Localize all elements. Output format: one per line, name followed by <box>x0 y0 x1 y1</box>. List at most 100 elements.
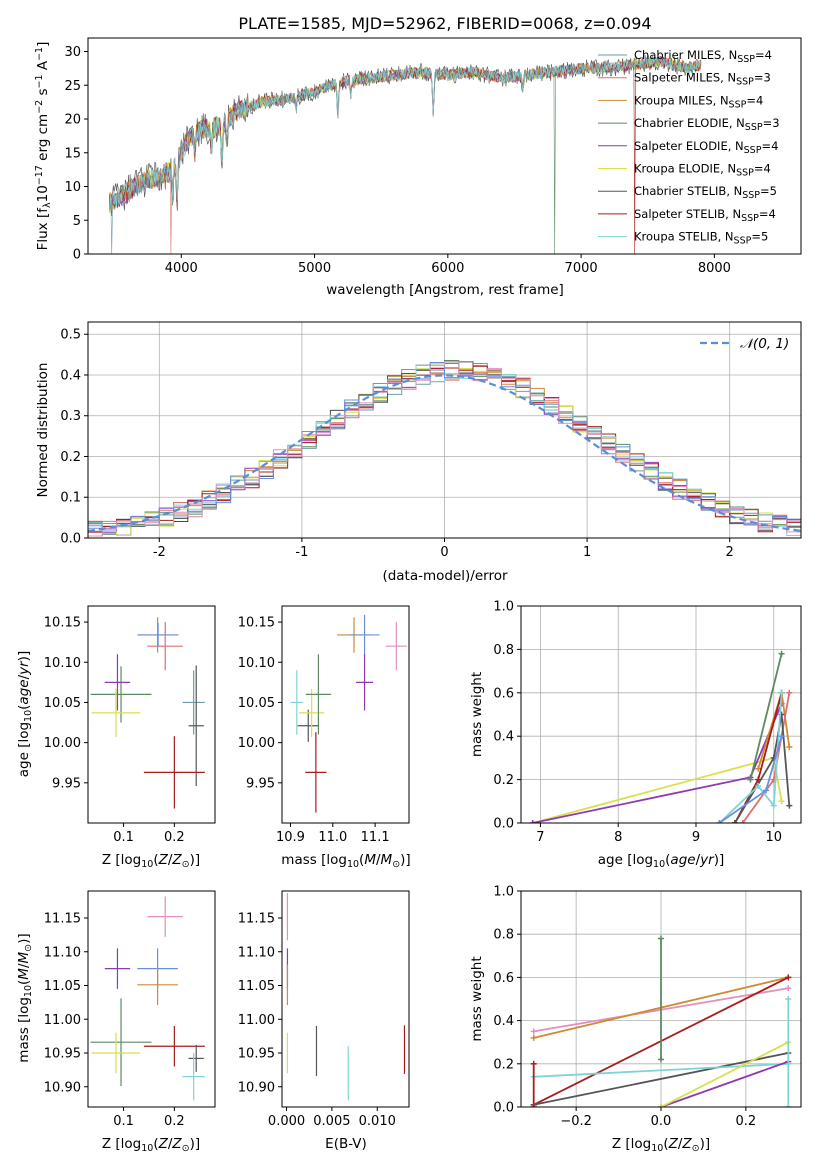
spectrum-panel-xtick-label: 6000 <box>431 261 464 276</box>
legend-entry-part: SSP <box>741 213 759 224</box>
mass-z-ylabel: mass [log10(M/M⊙)] <box>16 933 34 1062</box>
spectrum-panel-frame <box>87 37 802 255</box>
legend-entry: Salpeter ELODIE, NSSP=4 <box>634 139 778 156</box>
spectrum-panel-ytick-label: 25 <box>64 79 81 94</box>
residuals-panel-ytick-label: 0.0 <box>60 532 81 547</box>
mass-z-ylabel-part: ( <box>16 980 32 985</box>
legend-entry-part: Kroupa MILES, N <box>634 93 729 107</box>
legend-entry: Chabrier ELODIE, NSSP=3 <box>634 116 780 133</box>
mass-z-ylabel-part: )] <box>16 933 32 944</box>
age-z-ylabel-part: )] <box>16 651 32 662</box>
mass-z-ylabel-part: 10 <box>23 985 34 997</box>
age-z-ylabel-part: ( <box>16 705 32 710</box>
weight-z-panel-plot-area <box>521 891 801 1107</box>
mass-z-panel-ytick-label: 11.10 <box>44 945 81 960</box>
weight-z-panel-xtick-label: −0.2 <box>560 1114 592 1129</box>
legend-entry-part: SSP <box>736 77 754 88</box>
weight-age-panel-ytick-label: 0.4 <box>493 730 514 745</box>
mass-ebv-panel-frame <box>281 890 410 1108</box>
mass-z-panel: 0.1 0.2 10.90 10.95 11.00 11.05 11.10 11.15 Z [l… <box>16 890 216 1154</box>
legend-entry-part: SSP <box>729 99 747 110</box>
spectrum-panel-xtick-label: 5000 <box>298 261 331 276</box>
age-mass-panel-ytick-label: 10.05 <box>238 696 275 711</box>
mass-z-panel-ytick-label: 11.00 <box>44 1013 81 1028</box>
spectrum-ylabel-part: −1 <box>34 74 45 88</box>
spectrum-panel-ytick-label: 5 <box>73 214 81 229</box>
age-z-ylabel-part: / <box>16 674 32 679</box>
age-z-xlabel-part: / <box>168 852 173 868</box>
age-z-panel-ytick-label: 10.05 <box>44 696 81 711</box>
mass-ebv-panel: 0.000 0.005 0.010 10.90 10.95 11.00 11.05 11.10… <box>238 890 410 1152</box>
legend-entry-part: Salpeter ELODIE, N <box>634 139 744 153</box>
legend-entry-part: SSP <box>745 122 763 133</box>
residuals-xlabel: (data-model)/error <box>382 568 508 584</box>
weight-z-panel-xtick-label: 0.0 <box>651 1114 672 1129</box>
spectrum-panel-xtick-label: 8000 <box>698 261 731 276</box>
legend-entry-part: =3 <box>754 71 771 85</box>
age-z-ylabel-part: yr <box>16 660 32 676</box>
weight-z-panel: −0.2 0.0 0.2 0.0 0.2 0.4 0.6 0.8 1.0 mass weight Z… <box>469 885 802 1154</box>
legend-entry-part: Salpeter STELIB, N <box>634 207 741 221</box>
mass-ebv-panel-ytick-label: 11.10 <box>238 945 275 960</box>
mass-z-ylabel-part: ⊙ <box>23 944 34 952</box>
legend-entry-part: =4 <box>754 162 771 176</box>
mass-z-ylabel-part: M <box>16 968 32 980</box>
residuals-panel-xtick-label: 1 <box>583 545 591 560</box>
residuals-panel: -2 -1 0 1 2 0.0 0.1 0.2 0.3 0.4 0.5 𝒩(0, 1) (data-mo… <box>35 321 802 584</box>
weight-age-panel-series <box>741 692 791 823</box>
weight-z-panel-frame <box>520 890 802 1108</box>
mass-z-xlabel: Z [log10(Z/Z⊙)] <box>102 1136 200 1154</box>
spectrum-ylabel-part: −2 <box>34 100 45 114</box>
legend-entry-part: =4 <box>759 207 776 221</box>
age-z-panel-plot-area <box>90 617 205 809</box>
legend-entry-part: =4 <box>755 48 772 62</box>
mass-z-xlabel-part: Z <box>171 1136 182 1152</box>
weight-age-panel-frame <box>520 605 802 824</box>
weight-age-xlabel-part: age [log <box>598 852 653 868</box>
normal-curve <box>88 374 801 532</box>
age-z-xlabel-part: Z <box>171 852 182 868</box>
residuals-panel-ytick-label: 0.2 <box>60 450 81 465</box>
legend-entry-part: Chabrier STELIB, N <box>634 184 742 198</box>
residuals-panel-ytick-label: 0.5 <box>60 328 81 343</box>
weight-age-panel-xtick-label: 10 <box>766 830 783 845</box>
legend-entry-part: =4 <box>761 139 778 153</box>
mass-z-panel-xtick-label: 0.1 <box>113 1114 134 1129</box>
age-mass-panel-xtick-label: 11.1 <box>361 830 390 845</box>
mass-ebv-panel-ytick-label: 10.95 <box>238 1047 275 1062</box>
weight-z-xlabel-part: ⊙ <box>692 1143 700 1154</box>
weight-age-panel-ylabel: mass weight <box>469 672 485 757</box>
spectrum-ylabel-part: ] <box>35 42 51 47</box>
age-mass-xlabel-part: 10 <box>347 859 359 870</box>
legend-entry-part: SSP <box>744 145 762 156</box>
residuals-panel-xtick-label: 2 <box>726 545 734 560</box>
weight-z-xlabel-part: ( <box>663 1136 668 1152</box>
legend-entry: Kroupa ELODIE, NSSP=4 <box>634 162 771 179</box>
legend-entry: Kroupa MILES, NSSP=4 <box>634 93 763 110</box>
age-z-panel-ytick-label: 10.15 <box>44 616 81 631</box>
legend-entry-part: Chabrier ELODIE, N <box>634 116 745 130</box>
weight-z-panel-ytick-label: 0.4 <box>493 1014 514 1029</box>
legend-entry-part: =4 <box>746 93 763 107</box>
weight-age-panel-ytick-label: 0.6 <box>493 686 514 701</box>
age-mass-xlabel-part: ( <box>359 852 364 868</box>
mass-z-panel-frame <box>87 890 216 1108</box>
age-z-xlabel-part: Z [log <box>102 852 141 868</box>
weight-age-xlabel-part: )] <box>714 852 725 868</box>
weight-z-panel-ytick-label: 0.6 <box>493 971 514 986</box>
legend-entry-part: Kroupa STELIB, N <box>634 230 734 244</box>
age-mass-panel-xtick-label: 10.9 <box>276 830 305 845</box>
age-z-ylabel: age [log10(age/yr)] <box>16 651 34 777</box>
residual-histogram <box>88 361 801 537</box>
weight-z-panel-ylabel: mass weight <box>469 956 485 1041</box>
age-z-panel-xtick-label: 0.2 <box>164 830 185 845</box>
mass-z-panel-ytick-label: 11.15 <box>44 912 81 927</box>
legend-entry: Chabrier MILES, NSSP=4 <box>634 48 772 65</box>
spectrum-series-salpeter-miles <box>109 57 702 254</box>
legend-entry: Salpeter MILES, NSSP=3 <box>634 71 771 88</box>
legend-entry-part: Chabrier MILES, N <box>634 48 737 62</box>
spectrum-ylabel: Flux [fλ10−17 erg cm−2 s−1 A−1] <box>34 42 53 251</box>
weight-age-xlabel-part: ( <box>665 852 670 868</box>
